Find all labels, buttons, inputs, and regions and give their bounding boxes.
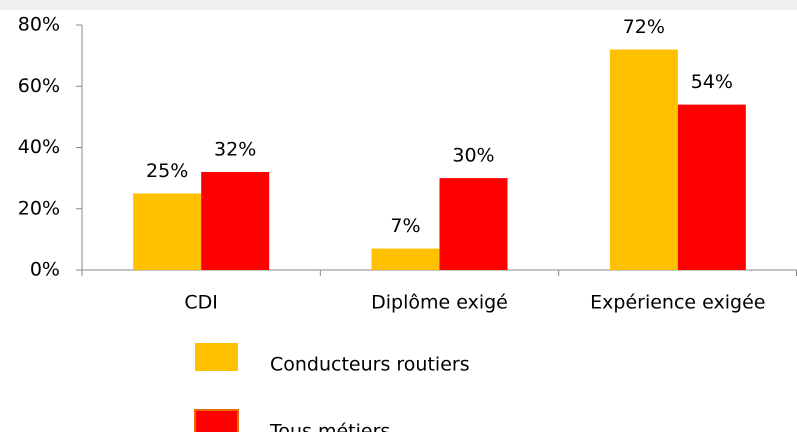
bar <box>201 172 270 270</box>
x-tick-label: Diplôme exigé <box>371 292 508 314</box>
y-tick-label: 20% <box>18 197 60 219</box>
legend-swatch <box>195 343 238 371</box>
legend-label: Conducteurs routiers <box>270 354 470 376</box>
value-label: 32% <box>214 139 256 161</box>
legend-label: Tous métiers <box>269 421 390 432</box>
bar <box>677 104 746 270</box>
y-tick-label: 0% <box>30 259 60 281</box>
bar <box>371 248 440 270</box>
value-label: 54% <box>691 71 733 93</box>
value-label: 25% <box>146 160 188 182</box>
top-band <box>0 0 797 10</box>
value-label: 72% <box>623 16 665 38</box>
y-tick-label: 80% <box>18 14 60 36</box>
y-tick-label: 40% <box>18 136 60 158</box>
value-label: 30% <box>452 145 494 167</box>
x-tick-label: Expérience exigée <box>590 292 765 314</box>
legend-swatch <box>194 409 239 432</box>
y-tick-label: 60% <box>18 75 60 97</box>
bar <box>439 178 508 270</box>
value-label: 7% <box>390 215 420 237</box>
x-tick-label: CDI <box>184 292 218 314</box>
bar <box>133 193 202 270</box>
bar <box>609 49 678 270</box>
